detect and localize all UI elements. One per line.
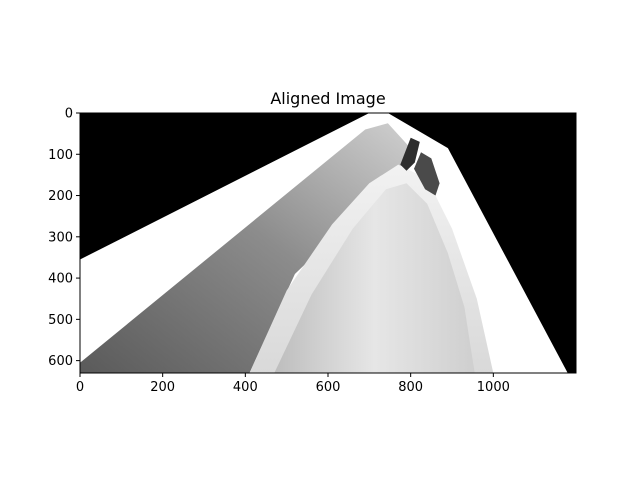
x-axis: 0 200 400 600 800 1000: [76, 373, 510, 395]
axes: 0 200 400 600 800 1000 0 100 200 300 400 500 600: [48, 107, 577, 395]
left-slab: [80, 123, 409, 373]
y-tick-label: 500: [48, 313, 73, 328]
x-tick-label: 1000: [477, 380, 510, 395]
x-tick-label: 0: [76, 380, 84, 395]
y-tick-label: 0: [65, 107, 73, 122]
x-tick-label: 600: [316, 380, 341, 395]
dark-fin-2: [414, 152, 440, 196]
y-tick-label: 200: [48, 189, 73, 204]
y-tick-label: 100: [48, 148, 73, 163]
y-tick-label: 600: [48, 354, 73, 369]
y-tick-label: 400: [48, 272, 73, 287]
image-area: [80, 113, 576, 373]
chart-title: Aligned Image: [270, 89, 385, 108]
arch-inner: [274, 183, 475, 373]
y-tick-label: 300: [48, 230, 73, 245]
y-axis: 0 100 200 300 400 500 600: [48, 107, 80, 369]
x-tick-label: 800: [398, 380, 423, 395]
dark-fin-1: [400, 137, 420, 171]
x-tick-label: 400: [233, 380, 258, 395]
x-tick-label: 200: [150, 380, 175, 395]
